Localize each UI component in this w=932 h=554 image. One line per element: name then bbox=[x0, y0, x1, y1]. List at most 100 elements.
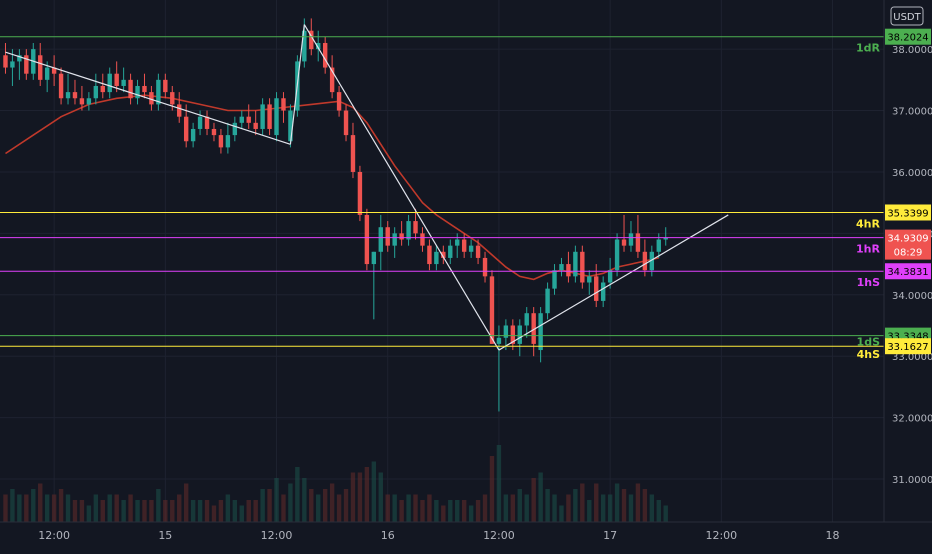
candle-body[interactable] bbox=[475, 245, 481, 258]
candle-body[interactable] bbox=[38, 55, 43, 80]
candle-body[interactable] bbox=[656, 239, 661, 252]
candle-body[interactable] bbox=[24, 55, 29, 74]
candle-body[interactable] bbox=[135, 85, 140, 99]
candle-body[interactable] bbox=[72, 92, 78, 99]
candle-body[interactable] bbox=[128, 79, 133, 99]
candle-body[interactable] bbox=[614, 239, 620, 271]
candle-body[interactable] bbox=[10, 61, 15, 68]
candle-body[interactable] bbox=[58, 73, 64, 99]
candle-body[interactable] bbox=[468, 245, 474, 252]
candle-body[interactable] bbox=[93, 85, 99, 99]
candle-body[interactable] bbox=[114, 73, 119, 86]
candlesticks[interactable] bbox=[3, 18, 668, 412]
candle-body[interactable] bbox=[448, 245, 453, 258]
candle-body[interactable] bbox=[378, 227, 383, 252]
candle-body[interactable] bbox=[225, 135, 231, 148]
candle-body[interactable] bbox=[573, 251, 578, 277]
trendline[interactable] bbox=[289, 24, 305, 145]
candle-body[interactable] bbox=[17, 55, 22, 62]
candle-body[interactable] bbox=[517, 325, 522, 344]
candle-body[interactable] bbox=[204, 116, 210, 129]
candle-body[interactable] bbox=[406, 221, 411, 240]
candle-body[interactable] bbox=[434, 251, 439, 265]
candle-body[interactable] bbox=[371, 251, 377, 265]
candle-body[interactable] bbox=[142, 85, 147, 93]
candle-body[interactable] bbox=[170, 92, 175, 105]
candle-body[interactable] bbox=[559, 264, 564, 271]
candle-body[interactable] bbox=[329, 67, 335, 93]
candle-body[interactable] bbox=[163, 79, 168, 93]
candle-body[interactable] bbox=[427, 245, 432, 265]
candle-body[interactable] bbox=[309, 30, 314, 50]
candle-body[interactable] bbox=[510, 325, 516, 344]
candle-body[interactable] bbox=[316, 42, 321, 50]
candle-body[interactable] bbox=[149, 92, 154, 105]
candle-body[interactable] bbox=[420, 233, 425, 246]
candle-body[interactable] bbox=[357, 171, 363, 215]
candle-body[interactable] bbox=[385, 227, 390, 246]
candle-body[interactable] bbox=[183, 116, 189, 142]
candle-body[interactable] bbox=[524, 313, 529, 326]
candle-body[interactable] bbox=[580, 251, 585, 283]
candle-body[interactable] bbox=[190, 128, 196, 142]
candle-body[interactable] bbox=[260, 104, 265, 129]
candle-body[interactable] bbox=[232, 122, 238, 136]
candle-body[interactable] bbox=[79, 98, 85, 105]
candle-body[interactable] bbox=[566, 264, 571, 277]
candle-body[interactable] bbox=[635, 233, 641, 252]
candle-body[interactable] bbox=[663, 237, 668, 240]
candle-body[interactable] bbox=[246, 116, 251, 123]
candle-body[interactable] bbox=[218, 135, 224, 148]
candle-body[interactable] bbox=[197, 116, 203, 129]
candle-body[interactable] bbox=[51, 67, 57, 74]
candle-body[interactable] bbox=[496, 337, 502, 344]
candle-body[interactable] bbox=[253, 122, 258, 129]
candle-body[interactable] bbox=[461, 239, 467, 252]
candle-body[interactable] bbox=[177, 104, 182, 117]
candle-body[interactable] bbox=[489, 276, 495, 344]
candle-body[interactable] bbox=[642, 251, 648, 271]
trendline[interactable] bbox=[5, 51, 291, 145]
candle-body[interactable] bbox=[239, 116, 244, 123]
candle-body[interactable] bbox=[600, 282, 606, 301]
candle-body[interactable] bbox=[288, 110, 293, 142]
candle-body[interactable] bbox=[594, 276, 599, 301]
candle-body[interactable] bbox=[649, 251, 655, 271]
candle-body[interactable] bbox=[413, 221, 418, 234]
candle-body[interactable] bbox=[274, 98, 279, 136]
candle-body[interactable] bbox=[538, 313, 543, 351]
candle-body[interactable] bbox=[350, 135, 356, 172]
candle-body[interactable] bbox=[364, 214, 370, 265]
candle-body[interactable] bbox=[281, 98, 286, 111]
candle-body[interactable] bbox=[65, 92, 71, 99]
candle-body[interactable] bbox=[441, 251, 446, 258]
candle-body[interactable] bbox=[531, 313, 536, 344]
candle-body[interactable] bbox=[482, 257, 488, 277]
candle-body[interactable] bbox=[121, 79, 126, 86]
candle-body[interactable] bbox=[628, 233, 634, 246]
currency-button[interactable]: USDT bbox=[890, 6, 924, 26]
candle-body[interactable] bbox=[552, 270, 557, 289]
time-axis[interactable]: 12:00 15 12:00 16 12:00 17 12:00 18 bbox=[38, 529, 839, 542]
candle-body[interactable] bbox=[545, 288, 550, 314]
candle-body[interactable] bbox=[343, 110, 349, 136]
candle-body[interactable] bbox=[621, 239, 627, 246]
candle-body[interactable] bbox=[399, 233, 404, 240]
candle-body[interactable] bbox=[336, 92, 342, 111]
candle-body[interactable] bbox=[86, 98, 92, 105]
trendline[interactable] bbox=[303, 24, 500, 351]
candle-body[interactable] bbox=[267, 104, 272, 129]
candle-body[interactable] bbox=[3, 55, 8, 68]
candle-body[interactable] bbox=[107, 73, 112, 93]
candle-body[interactable] bbox=[392, 233, 397, 246]
candle-body[interactable] bbox=[100, 85, 105, 93]
candle-body[interactable] bbox=[503, 325, 509, 338]
candle-body[interactable] bbox=[322, 42, 328, 68]
candle-body[interactable] bbox=[455, 239, 460, 246]
candle-body[interactable] bbox=[302, 30, 307, 62]
candle-body[interactable] bbox=[587, 276, 592, 283]
candle-body[interactable] bbox=[211, 128, 217, 136]
